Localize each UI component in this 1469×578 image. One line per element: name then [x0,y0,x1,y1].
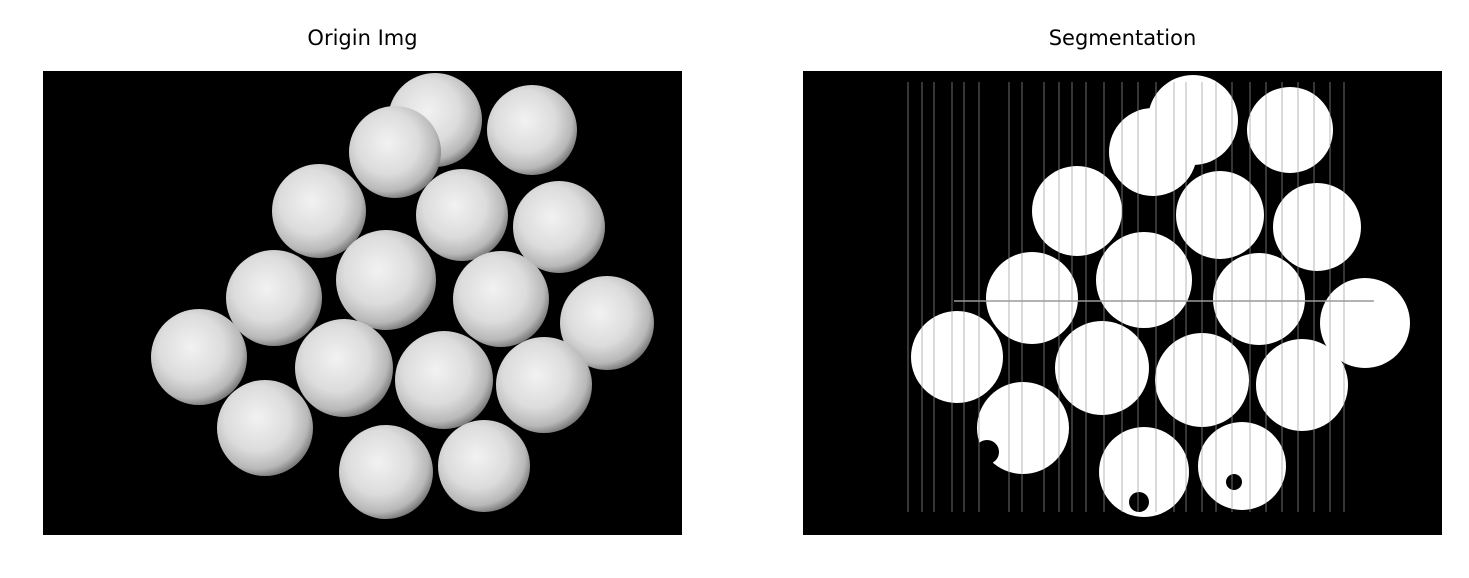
sphere [226,250,322,346]
panel-title-segmentation: Segmentation [1048,26,1197,50]
panel-title-origin: Origin Img [307,26,418,50]
sphere [513,181,605,273]
segment-mask [986,252,1078,344]
segment-mask [1256,339,1348,431]
segment-mask [1032,166,1122,256]
segment-mask [1055,321,1149,415]
sphere [349,106,441,198]
sphere [217,380,313,476]
segment-mask [1213,253,1305,345]
origin-image-canvas [151,73,654,519]
sphere [438,420,530,512]
sphere [151,309,247,405]
mask-notch [975,440,999,464]
sphere [453,251,549,347]
sphere [416,169,508,261]
segment-mask [1096,232,1192,328]
sphere [560,276,654,370]
sphere [272,164,366,258]
mask-notch [1226,474,1242,490]
sphere [295,319,393,417]
segment-mask [1176,171,1264,259]
segment-mask [1109,108,1197,196]
segment-mask [1273,183,1361,271]
segment-mask [1198,422,1286,510]
sphere [487,85,577,175]
sphere [336,230,436,330]
sphere [395,331,493,429]
segmentation-image-canvas [907,75,1410,517]
sphere [339,425,433,519]
segment-mask [911,311,1003,403]
origin-image [43,71,682,535]
segment-mask [977,382,1069,474]
sphere [496,337,592,433]
mask-notch [1129,492,1149,512]
segment-mask [1247,87,1333,173]
segmentation-image [803,71,1442,535]
